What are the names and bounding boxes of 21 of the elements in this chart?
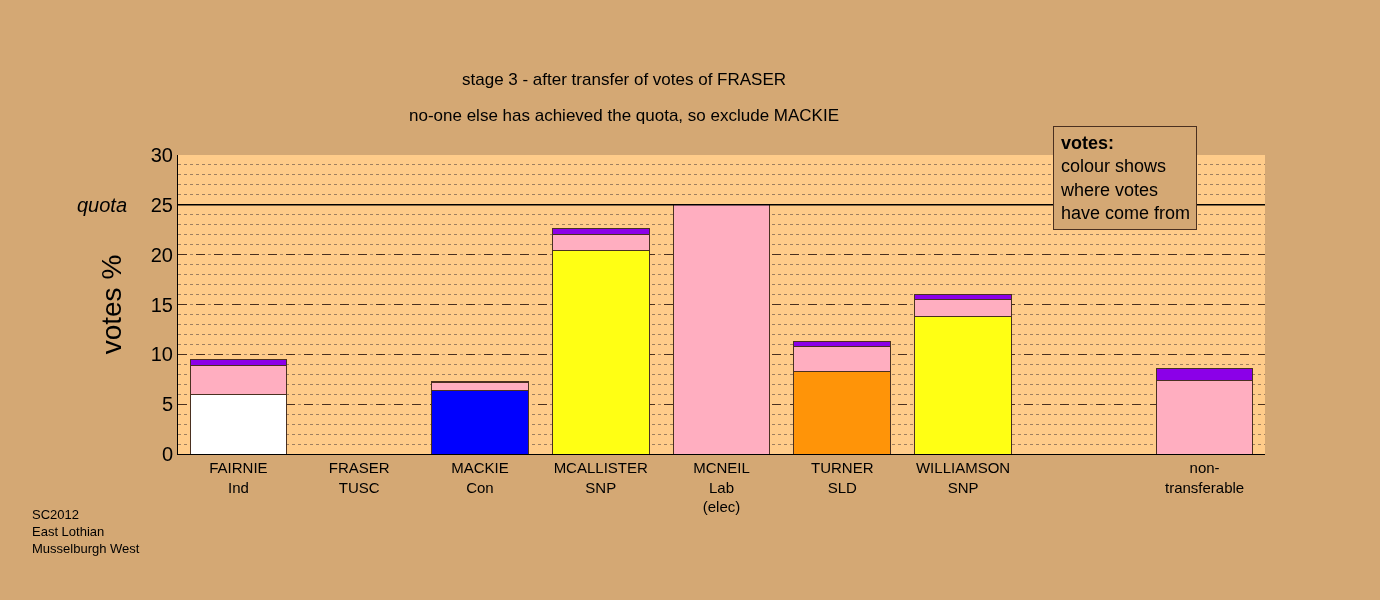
y-tick-label: 20 (150, 243, 173, 266)
x-tick-label: non- transferable (1165, 459, 1245, 496)
y-tick-label: 30 (150, 144, 173, 166)
y-tick-label: 25 (150, 193, 173, 216)
y-tick-label: 10 (150, 343, 173, 366)
x-tick-label: WILLIAMSON SNP (915, 459, 1011, 496)
x-tick-label: TURNER SLD (811, 459, 874, 496)
chart-subtitle: no-one else has achieved the quota, so exclude MACKIE (409, 106, 839, 125)
x-tick-label: MCALLISTER SNP (553, 459, 648, 496)
chart-title: stage 3 - after transfer of votes of FRASER (462, 70, 787, 89)
text: SC2012 East Lothian Musselburgh West (32, 507, 140, 556)
y-tick-label: 15 (150, 293, 173, 316)
annotation: votes: colour shows where votes have come from (1060, 133, 1191, 224)
y-tick-label: 5 (161, 393, 173, 416)
x-tick-label: MACKIE Con (451, 459, 509, 496)
ref-line-label: quota (77, 194, 128, 216)
y-axis-title: votes % (96, 254, 128, 355)
x-tick-label: FRASER TUSC (328, 459, 390, 496)
x-tick-label: FAIRNIE Ind (209, 459, 268, 496)
y-tick-label: 0 (161, 443, 173, 465)
x-tick-label: MCNEIL Lab (elec) (693, 459, 750, 515)
